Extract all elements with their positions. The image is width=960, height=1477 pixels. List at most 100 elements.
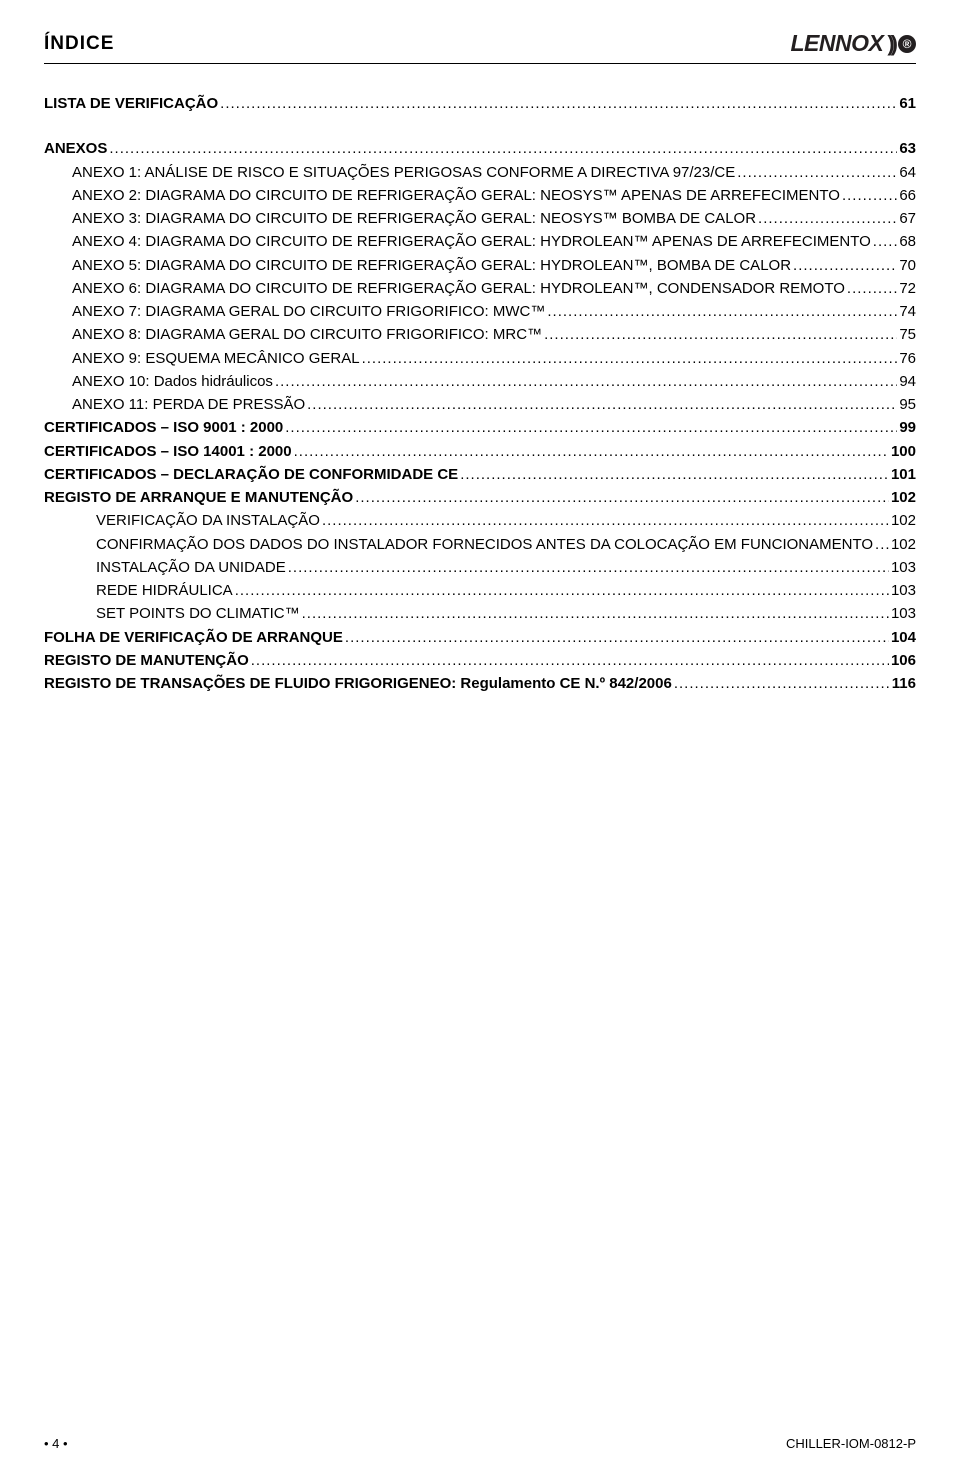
toc-label: SET POINTS DO CLIMATIC™ [96,602,300,625]
toc-leader-dots [307,393,897,416]
toc-page-number: 63 [899,137,916,160]
header-title: ÍNDICE [44,33,114,55]
toc-label: ANEXO 10: Dados hidráulicos [72,370,273,393]
toc-leader-dots [793,254,897,277]
toc-leader-dots [362,347,898,370]
toc-leader-dots [737,161,897,184]
toc-label: ANEXO 6: DIAGRAMA DO CIRCUITO DE REFRIGE… [72,277,845,300]
toc-page-number: 76 [899,347,916,370]
toc-leader-dots [544,323,897,346]
page: ÍNDICE LENNOX )) ® LISTA DE VERIFICAÇÃO … [0,0,960,1477]
toc-label: ANEXOS [44,137,107,160]
logo-arrows-icon: )) [887,31,894,57]
footer-doc-id: CHILLER-IOM-0812-P [786,1436,916,1451]
toc-gap [44,115,916,137]
toc-label: CERTIFICADOS – ISO 14001 : 2000 [44,440,292,463]
toc-page-number: 102 [891,486,916,509]
toc-label: FOLHA DE VERIFICAÇÃO DE ARRANQUE [44,626,343,649]
toc-page-number: 95 [899,393,916,416]
toc-label: ANEXO 4: DIAGRAMA DO CIRCUITO DE REFRIGE… [72,230,871,253]
toc-leader-dots [460,463,889,486]
toc-leader-dots [842,184,897,207]
toc-row: INSTALAÇÃO DA UNIDADE 103 [44,556,916,579]
toc-leader-dots [322,509,889,532]
toc-page-number: 61 [899,92,916,115]
toc-row: ANEXO 2: DIAGRAMA DO CIRCUITO DE REFRIGE… [44,184,916,207]
toc-row: ANEXO 1: ANÁLISE DE RISCO E SITUAÇÕES PE… [44,161,916,184]
toc-label: CERTIFICADOS – DECLARAÇÃO DE CONFORMIDAD… [44,463,458,486]
toc-row: CONFIRMAÇÃO DOS DADOS DO INSTALADOR FORN… [44,533,916,556]
toc-leader-dots [758,207,897,230]
toc-row: ANEXO 3: DIAGRAMA DO CIRCUITO DE REFRIGE… [44,207,916,230]
toc-label: REGISTO DE TRANSAÇÕES DE FLUIDO FRIGORIG… [44,672,672,695]
toc-page-number: 70 [899,254,916,277]
toc-page-number: 72 [899,277,916,300]
toc-row: REGISTO DE MANUTENÇÃO 106 [44,649,916,672]
toc-page-number: 102 [891,509,916,532]
toc-page-number: 94 [899,370,916,393]
toc-label: ANEXO 1: ANÁLISE DE RISCO E SITUAÇÕES PE… [72,161,735,184]
toc-leader-dots [285,416,897,439]
toc-page-number: 66 [899,184,916,207]
toc-page-number: 102 [891,533,916,556]
toc-row: ANEXOS 63 [44,137,916,160]
toc-leader-dots [294,440,889,463]
toc-leader-dots [251,649,889,672]
toc-label: ANEXO 8: DIAGRAMA GERAL DO CIRCUITO FRIG… [72,323,542,346]
toc-page-number: 104 [891,626,916,649]
toc-row: CERTIFICADOS – DECLARAÇÃO DE CONFORMIDAD… [44,463,916,486]
toc-leader-dots [547,300,897,323]
toc-page-number: 103 [891,602,916,625]
toc-page-number: 106 [891,649,916,672]
toc-label: ANEXO 7: DIAGRAMA GERAL DO CIRCUITO FRIG… [72,300,545,323]
toc-leader-dots [875,533,889,556]
toc-leader-dots [235,579,889,602]
toc-label: REDE HIDRÁULICA [96,579,233,602]
footer-page-number: • 4 • [44,1436,68,1451]
logo-registered-icon: ® [898,35,916,53]
toc-label: ANEXO 11: PERDA DE PRESSÃO [72,393,305,416]
toc-page-number: 103 [891,556,916,579]
toc-row: LISTA DE VERIFICAÇÃO 61 [44,92,916,115]
toc-row: ANEXO 11: PERDA DE PRESSÃO 95 [44,393,916,416]
toc-leader-dots [302,602,889,625]
toc-page-number: 64 [899,161,916,184]
toc-row: CERTIFICADOS – ISO 9001 : 2000 99 [44,416,916,439]
toc-label: CONFIRMAÇÃO DOS DADOS DO INSTALADOR FORN… [96,533,873,556]
toc-page-number: 74 [899,300,916,323]
toc-leader-dots [288,556,889,579]
toc-row: ANEXO 5: DIAGRAMA DO CIRCUITO DE REFRIGE… [44,254,916,277]
toc-row: ANEXO 10: Dados hidráulicos 94 [44,370,916,393]
toc-label: VERIFICAÇÃO DA INSTALAÇÃO [96,509,320,532]
toc-row: ANEXO 7: DIAGRAMA GERAL DO CIRCUITO FRIG… [44,300,916,323]
toc-row: SET POINTS DO CLIMATIC™ 103 [44,602,916,625]
toc-leader-dots [275,370,897,393]
toc-leader-dots [847,277,897,300]
brand-logo: LENNOX )) ® [791,30,917,57]
toc-label: INSTALAÇÃO DA UNIDADE [96,556,286,579]
table-of-contents: LISTA DE VERIFICAÇÃO 61ANEXOS 63ANEXO 1:… [44,92,916,695]
toc-label: ANEXO 9: ESQUEMA MECÂNICO GERAL [72,347,360,370]
toc-row: CERTIFICADOS – ISO 14001 : 2000 100 [44,440,916,463]
toc-label: LISTA DE VERIFICAÇÃO [44,92,218,115]
toc-row: REGISTO DE ARRANQUE E MANUTENÇÃO 102 [44,486,916,509]
toc-label: REGISTO DE ARRANQUE E MANUTENÇÃO [44,486,353,509]
page-header: ÍNDICE LENNOX )) ® [44,30,916,64]
toc-row: ANEXO 9: ESQUEMA MECÂNICO GERAL 76 [44,347,916,370]
toc-row: REDE HIDRÁULICA 103 [44,579,916,602]
toc-row: ANEXO 8: DIAGRAMA GERAL DO CIRCUITO FRIG… [44,323,916,346]
toc-label: ANEXO 3: DIAGRAMA DO CIRCUITO DE REFRIGE… [72,207,756,230]
toc-leader-dots [109,137,897,160]
toc-page-number: 68 [899,230,916,253]
toc-row: ANEXO 4: DIAGRAMA DO CIRCUITO DE REFRIGE… [44,230,916,253]
toc-label: CERTIFICADOS – ISO 9001 : 2000 [44,416,283,439]
toc-leader-dots [873,230,898,253]
toc-page-number: 67 [899,207,916,230]
toc-row: FOLHA DE VERIFICAÇÃO DE ARRANQUE 104 [44,626,916,649]
toc-page-number: 101 [891,463,916,486]
toc-label: ANEXO 2: DIAGRAMA DO CIRCUITO DE REFRIGE… [72,184,840,207]
page-footer: • 4 • CHILLER-IOM-0812-P [44,1436,916,1451]
logo-text: LENNOX [791,30,884,57]
toc-page-number: 75 [899,323,916,346]
toc-row: ANEXO 6: DIAGRAMA DO CIRCUITO DE REFRIGE… [44,277,916,300]
